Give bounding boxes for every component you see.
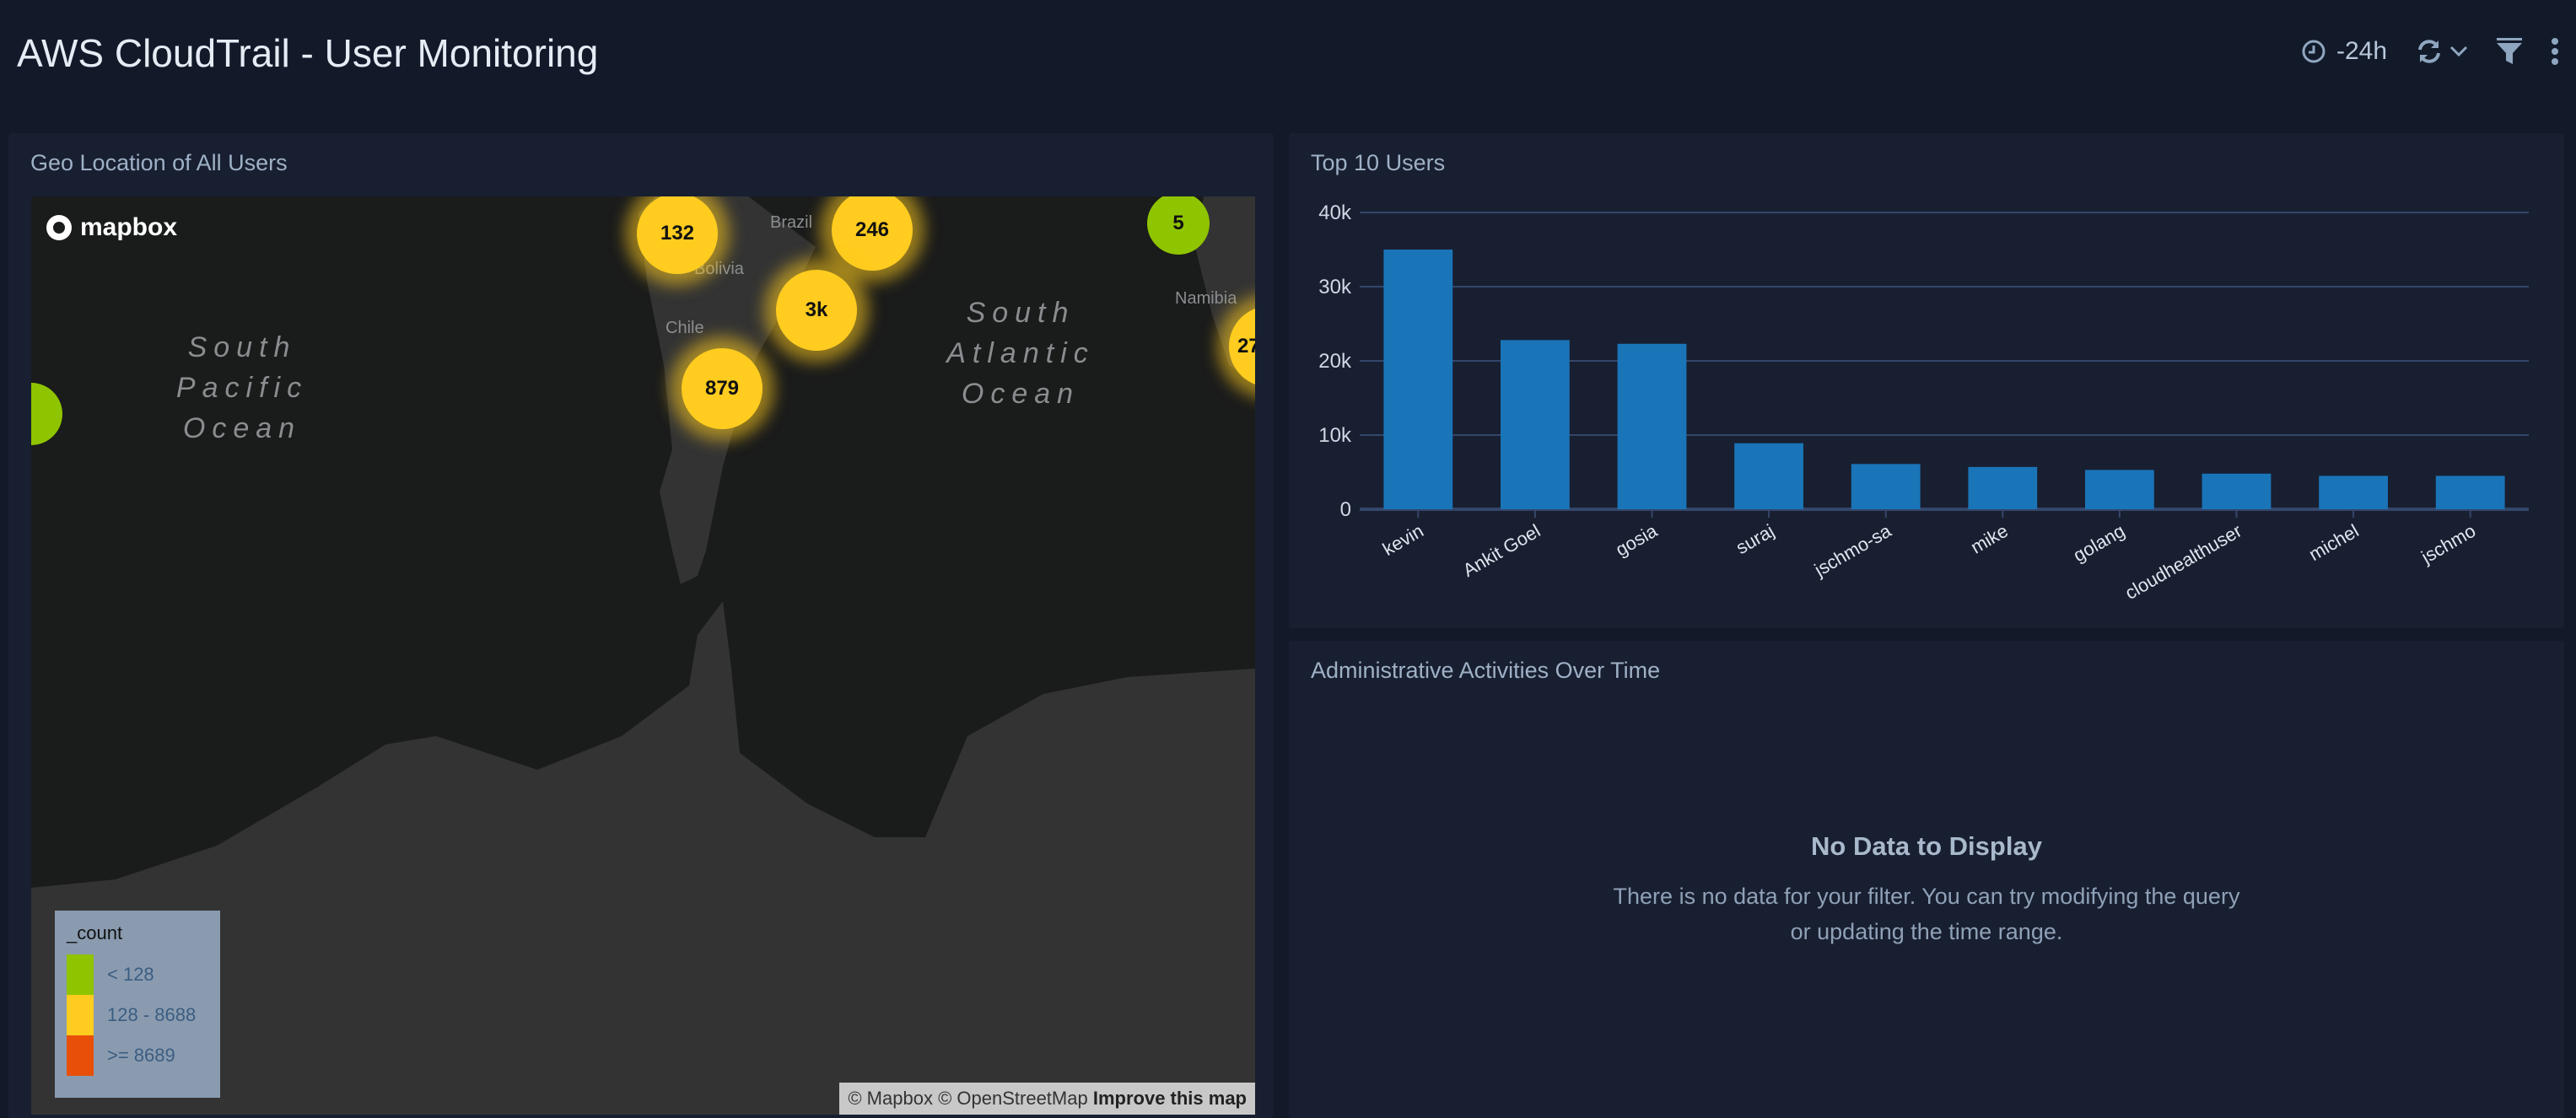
country-label-namibia: Namibia bbox=[1175, 289, 1237, 308]
refresh-button[interactable] bbox=[2416, 38, 2468, 65]
country-label-brazil: Brazil bbox=[770, 213, 813, 232]
top-users-panel: Top 10 Users 0 10k 20k 30k 40k kevin Ankit Goe… bbox=[1289, 133, 2564, 628]
more-vertical-icon[interactable] bbox=[2551, 37, 2559, 66]
legend-title: _count bbox=[67, 922, 123, 943]
map-cluster[interactable]: 246 bbox=[832, 196, 913, 271]
bar[interactable] bbox=[1851, 464, 1921, 509]
bar[interactable] bbox=[1734, 443, 1803, 509]
bar[interactable] bbox=[1617, 343, 1687, 509]
map-cluster[interactable]: 879 bbox=[682, 348, 763, 429]
x-tick-label: golang bbox=[2070, 520, 2129, 567]
mapbox-link[interactable]: © Mapbox bbox=[848, 1088, 933, 1109]
x-tick-label: kevin bbox=[1379, 520, 1427, 560]
no-data-message-line1: There is no data for your filter. You ca… bbox=[1613, 884, 2240, 909]
country-label-chile: Chile bbox=[666, 319, 704, 337]
bar[interactable] bbox=[2201, 473, 2272, 509]
mapbox-logo[interactable]: mapbox bbox=[45, 213, 177, 242]
refresh-icon bbox=[2418, 40, 2440, 63]
ocean-label-pacific: South Pacific Ocean bbox=[175, 331, 309, 444]
dashboard-title: AWS CloudTrail - User Monitoring bbox=[17, 31, 599, 75]
x-tick-label: cloudhealthuser bbox=[2121, 520, 2245, 604]
map-attribution: © Mapbox © OpenStreetMap Improve this ma… bbox=[839, 1083, 1255, 1115]
x-tick-label: jschmo bbox=[2417, 520, 2479, 568]
improve-map-link[interactable]: Improve this map bbox=[1092, 1088, 1247, 1109]
mapbox-logo-icon bbox=[46, 215, 72, 240]
panel-title: Administrative Activities Over Time bbox=[1311, 658, 1661, 683]
panel-title: Top 10 Users bbox=[1311, 150, 1446, 175]
bar[interactable] bbox=[2435, 476, 2505, 509]
chevron-down-icon bbox=[2449, 46, 2468, 57]
legend-item: >= 8689 bbox=[67, 1035, 208, 1076]
y-tick-label: 30k bbox=[1318, 276, 1352, 298]
filter-icon[interactable] bbox=[2497, 38, 2522, 65]
panel-title: Geo Location of All Users bbox=[30, 150, 288, 175]
y-tick-label: 0 bbox=[1340, 498, 1351, 521]
x-tick-label: mike bbox=[1967, 520, 2012, 558]
country-label-bolivia: Bolivia bbox=[694, 260, 744, 278]
y-tick-label: 20k bbox=[1318, 350, 1352, 373]
time-range-button[interactable]: -24h bbox=[2301, 37, 2387, 66]
y-tick-label: 10k bbox=[1318, 424, 1352, 447]
osm-link[interactable]: © OpenStreetMap bbox=[938, 1088, 1088, 1109]
admin-activities-panel: Administrative Activities Over Time No D… bbox=[1289, 641, 2564, 1118]
bar[interactable] bbox=[1383, 250, 1453, 509]
x-tick-label: gosia bbox=[1612, 519, 1662, 560]
bar[interactable] bbox=[1968, 466, 2038, 509]
clock-icon bbox=[2302, 40, 2325, 63]
x-tick-label: Ankit Goel bbox=[1459, 520, 1544, 581]
x-tick-label: jschmo-sa bbox=[1810, 519, 1895, 581]
bar[interactable] bbox=[1501, 340, 1570, 509]
legend-item: 128 - 8688 bbox=[67, 995, 208, 1035]
bar[interactable] bbox=[2319, 476, 2388, 509]
map-cluster[interactable]: 5 bbox=[1147, 196, 1210, 255]
legend-item: < 128 bbox=[67, 954, 208, 995]
map[interactable]: mapbox South Pacific Ocean South Atlantic Oc… bbox=[31, 196, 1255, 1115]
x-tick-label: suraj bbox=[1733, 520, 1778, 558]
dashboard-header: AWS CloudTrail - User Monitoring -24h bbox=[0, 0, 2576, 126]
bar[interactable] bbox=[2085, 470, 2154, 509]
map-cluster[interactable]: 132 bbox=[637, 196, 718, 274]
geo-location-panel: Geo Location of All Users mapbox South Pa… bbox=[8, 133, 1274, 1118]
time-range-label: -24h bbox=[2336, 37, 2387, 65]
no-data-title: No Data to Display bbox=[1811, 831, 2042, 861]
y-tick-label: 40k bbox=[1318, 202, 1352, 224]
x-tick-label: michel bbox=[2305, 520, 2363, 565]
no-data-message-line2: or updating the time range. bbox=[1790, 919, 2063, 944]
map-legend: _count < 128 128 - 8688 >= 8689 bbox=[55, 911, 220, 1098]
ocean-label-atlantic: South Atlantic Ocean bbox=[946, 297, 1095, 410]
map-cluster[interactable]: 3k bbox=[776, 270, 857, 351]
